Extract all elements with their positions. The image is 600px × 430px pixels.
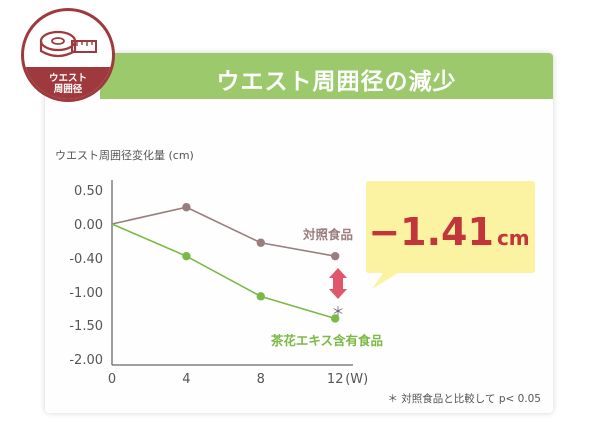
y-tick-label: -2.00 [69, 353, 103, 368]
callout-unit: cm [497, 226, 530, 250]
y-tick-label: -1.00 [69, 286, 103, 301]
series-line-control [111, 206, 336, 257]
badge-label-line1: ウエスト [48, 73, 87, 84]
x-axis-unit: (W) [345, 372, 368, 387]
data-point [182, 203, 191, 212]
badge-label-band [24, 67, 112, 99]
x-tick-label: 8 [257, 372, 265, 387]
callout-value: −1.41 cm [368, 210, 529, 254]
y-tick-label: 0.50 [74, 184, 103, 199]
waist-badge: ウエスト 周囲径 [21, 8, 115, 102]
x-tick-label: 0 [108, 372, 116, 387]
data-point [256, 292, 265, 301]
x-tick-label: 4 [182, 372, 190, 387]
data-point [182, 251, 191, 261]
series-line-test [111, 223, 336, 320]
y-tick-label: -1.50 [69, 319, 103, 334]
data-point [331, 314, 340, 323]
result-callout: −1.41 cm [366, 181, 535, 289]
y-axis-label: ウエスト周囲径変化量 (cm) [55, 148, 194, 162]
series-label-control: 対照食品 [302, 227, 353, 242]
footnote: ＊ 対照食品と比較して p< 0.05 [387, 392, 541, 405]
x-tick-label: 12 [327, 372, 344, 387]
data-point [331, 251, 340, 261]
difference-arrow [329, 268, 347, 299]
title-banner: ウエスト周囲径の減少 [100, 53, 553, 99]
callout-number: −1.41 [368, 210, 494, 254]
badge-label-line2: 周囲径 [53, 84, 83, 95]
series-label-test: 茶花エキス含有食品 [270, 333, 383, 348]
data-point [256, 238, 265, 247]
y-tick-label: 0.00 [74, 218, 103, 233]
significance-marker: ＊ [331, 305, 344, 320]
y-tick-label: -0.40 [69, 252, 103, 267]
measuring-tape-icon [39, 30, 97, 58]
banner-title: ウエスト周囲径の減少 [216, 69, 457, 95]
